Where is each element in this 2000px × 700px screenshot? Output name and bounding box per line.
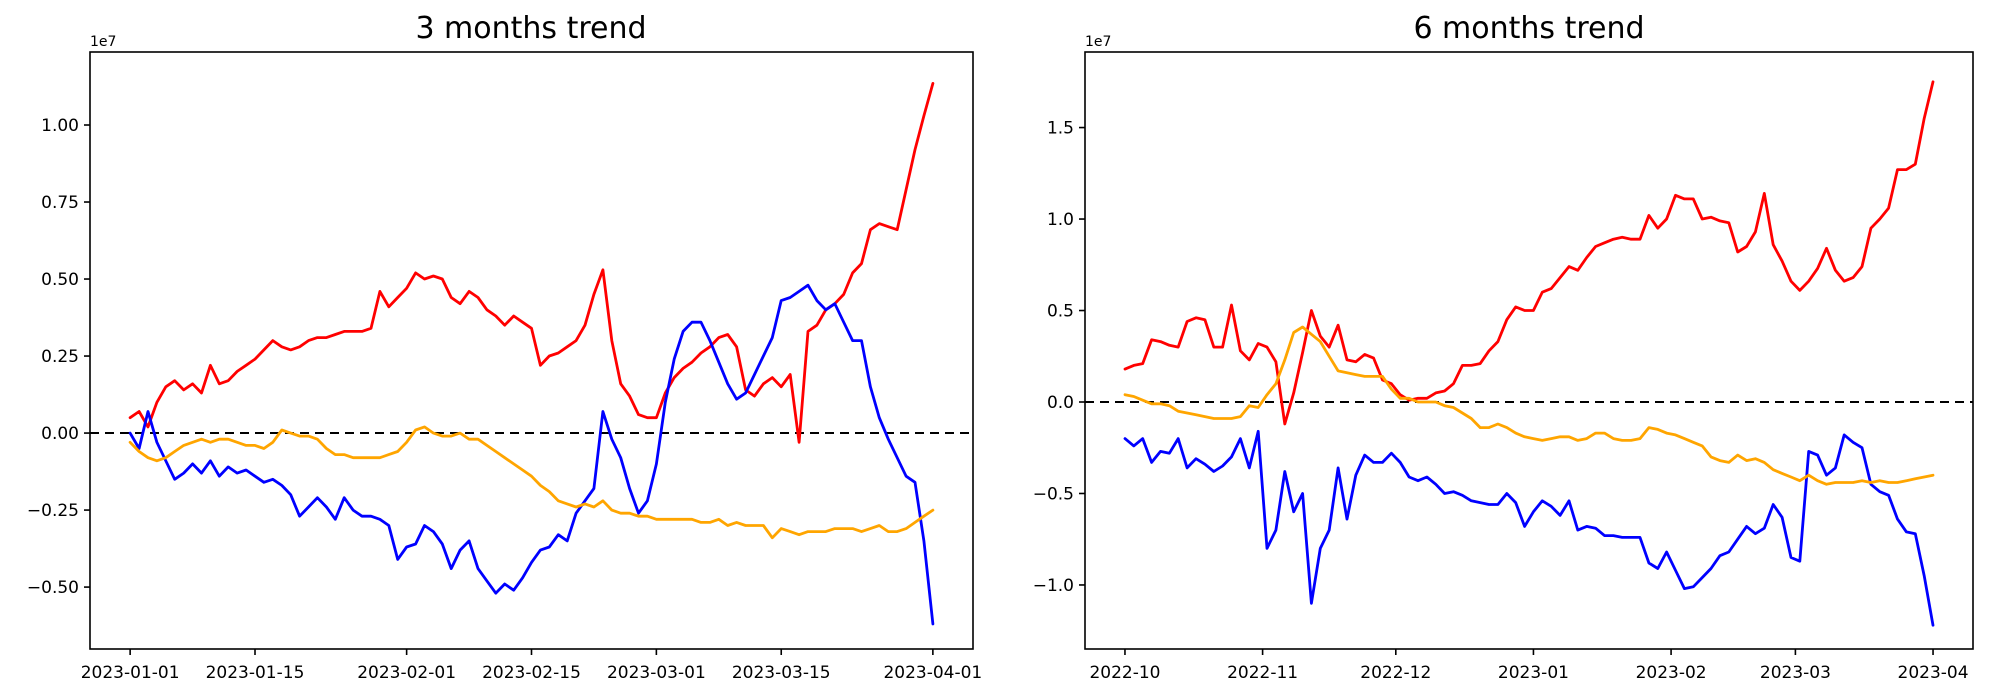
y-tick-label: 1.0 (1047, 210, 1074, 230)
y-tick-label: 0.5 (1047, 302, 1074, 322)
y-tick-label: −0.50 (27, 578, 79, 598)
right-chart-title: 6 months trend (1413, 11, 1644, 46)
x-tick-label: 2023-03-01 (607, 663, 706, 683)
x-tick-label: 2022-11 (1227, 663, 1298, 683)
y-tick-label: 0.00 (41, 424, 79, 444)
series-line-red (128, 82, 935, 444)
y-tick-label: −1.0 (1033, 576, 1074, 596)
series-line-orange (1123, 325, 1935, 486)
y-tick-label: 0.50 (41, 270, 79, 290)
left-chart-panel: 2023-01-01 2023-01-15 2023-02-01 2023-02-15… (27, 51, 982, 683)
y-tick-label: 0.25 (41, 347, 79, 367)
y-tick-label: −0.25 (27, 501, 79, 521)
x-tick-label: 2023-01-01 (81, 663, 180, 683)
right-chart-panel: 2022-10 2022-11 2022-12 2023-01 2023-02 2023-… (1033, 51, 1974, 683)
right-axis-offset-label: 1e7 (1085, 34, 1111, 50)
x-tick-label: 2023-01-15 (206, 663, 305, 683)
x-tick-label: 2023-03-15 (732, 663, 831, 683)
series-line-blue (1123, 429, 1935, 627)
x-tick-label: 2022-12 (1360, 663, 1431, 683)
y-tick-label: 1.5 (1047, 119, 1074, 139)
left-axis-offset-label: 1e7 (90, 34, 116, 50)
y-tick-label: 0.0 (1047, 393, 1074, 413)
y-tick-label: 1.00 (41, 116, 79, 136)
x-tick-label: 2023-02 (1636, 663, 1707, 683)
left-chart-title: 3 months trend (415, 11, 646, 46)
x-tick-label: 2023-02-01 (357, 663, 456, 683)
y-tick-label: −0.5 (1033, 484, 1074, 504)
x-tick-label: 2023-04 (1898, 663, 1969, 683)
series-line-orange (128, 425, 935, 540)
x-tick-label: 2023-02-15 (482, 663, 581, 683)
x-tick-label: 2023-03 (1760, 663, 1831, 683)
x-tick-label: 2023-01 (1498, 663, 1569, 683)
x-tick-label: 2023-04-01 (883, 663, 982, 683)
x-tick-label: 2022-10 (1089, 663, 1160, 683)
plot-frame (1084, 51, 1974, 650)
y-tick-label: 0.75 (41, 193, 79, 213)
series-line-red (1123, 80, 1935, 426)
series-line-blue (128, 283, 935, 626)
